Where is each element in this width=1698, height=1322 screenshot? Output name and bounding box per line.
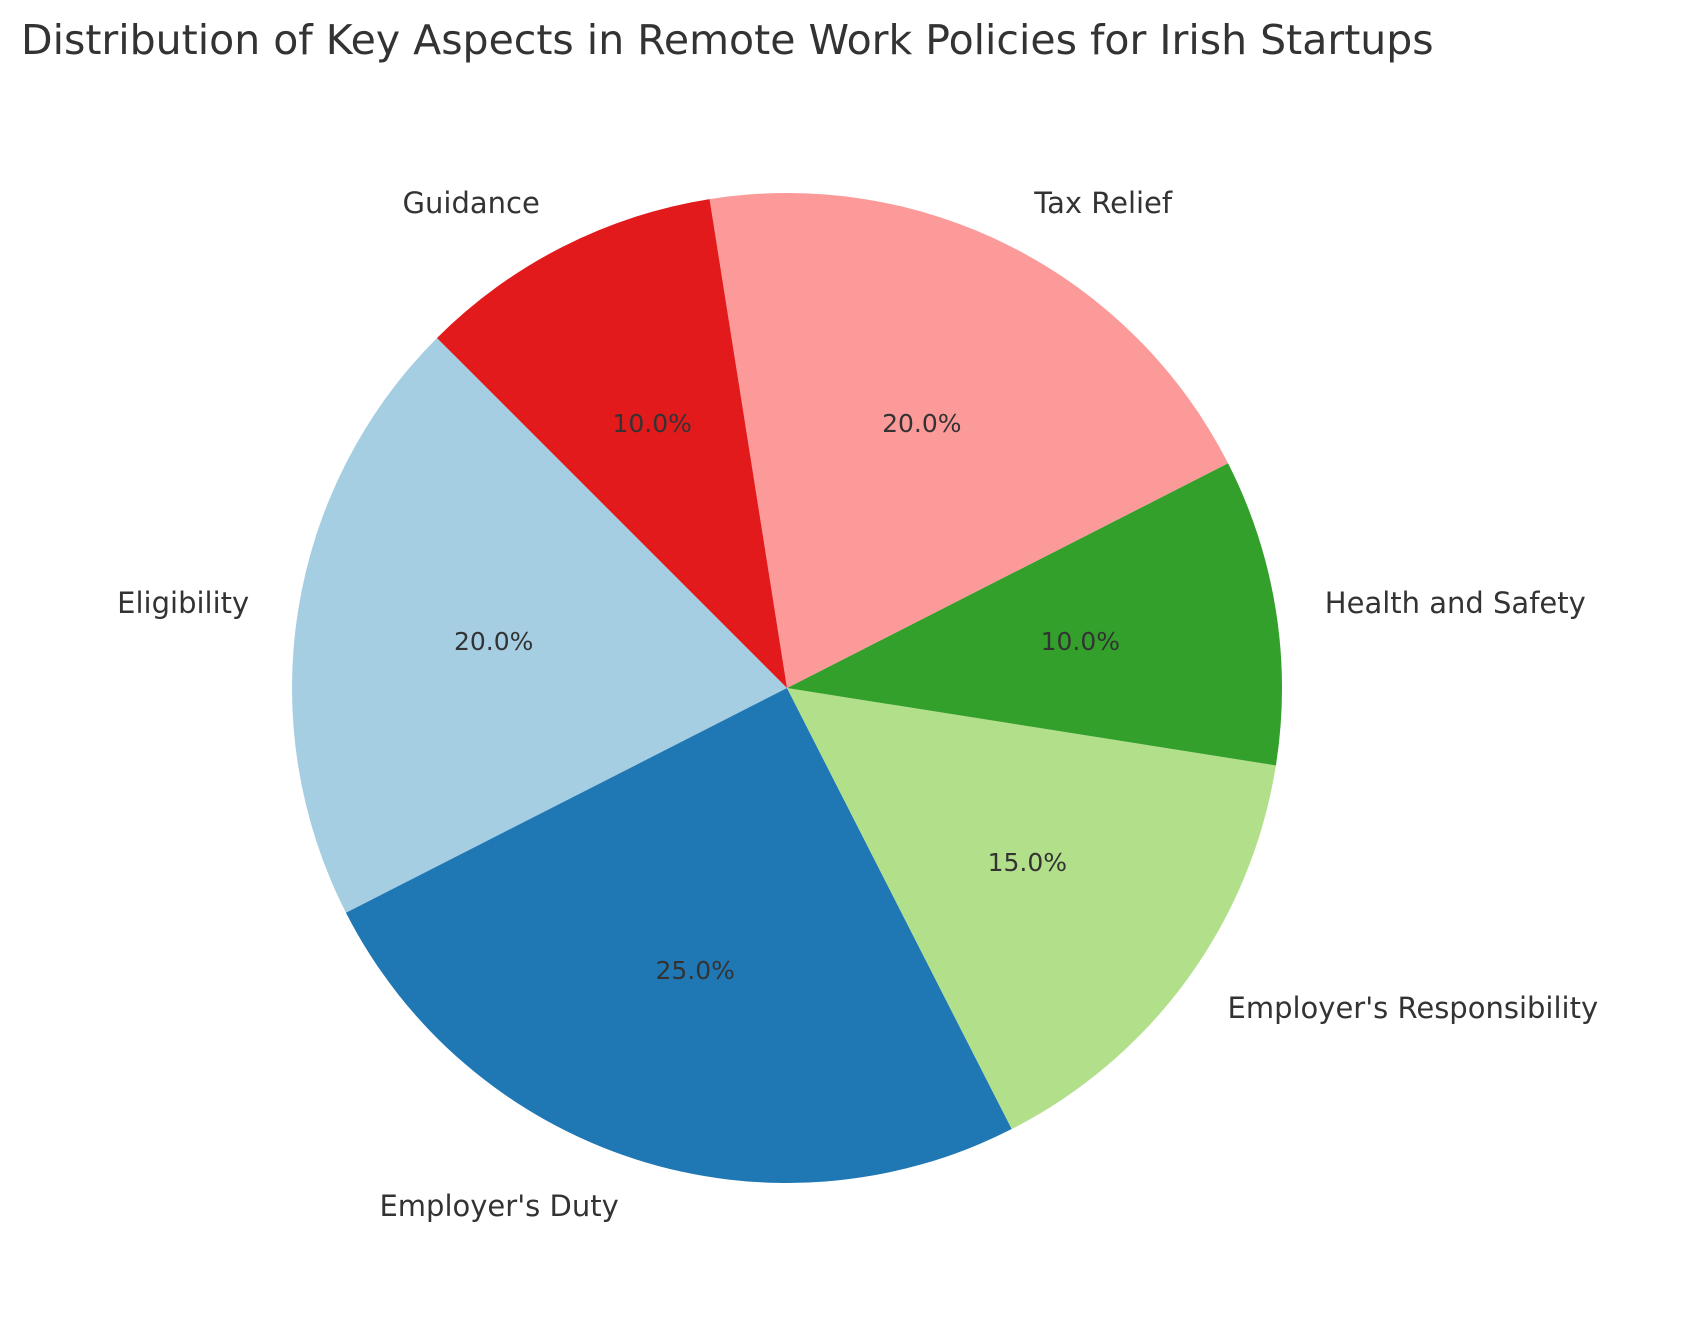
pie-slice-0 <box>291 337 787 913</box>
slice-label-0: Eligibility <box>117 586 249 620</box>
slice-pct-label-1: 25.0% <box>656 956 735 985</box>
pie-slices <box>291 192 1283 1184</box>
slice-label-3: Health and Safety <box>1325 586 1586 620</box>
pie-slice-3 <box>787 463 1283 766</box>
pie-slice-5 <box>436 199 787 688</box>
slice-label-1: Employer's Duty <box>379 1189 618 1223</box>
slice-pct-label-3: 10.0% <box>1041 627 1120 656</box>
slice-label-2: Employer's Responsibility <box>1228 991 1599 1025</box>
pie-slice-4 <box>709 192 1229 689</box>
slice-pct-label-2: 15.0% <box>988 848 1067 877</box>
slice-label-5: Guidance <box>403 186 540 220</box>
slice-label-4: Tax Relief <box>1033 186 1173 220</box>
pie-slice-2 <box>787 688 1276 1130</box>
pie-labels: Eligibility 20.0% Employer's Duty 25.0% Empl… <box>117 186 1598 1223</box>
slice-pct-label-0: 20.0% <box>454 627 533 656</box>
chart-title: Distribution of Key Aspects in Remote Wo… <box>21 16 1434 64</box>
slice-pct-label-5: 10.0% <box>612 409 691 438</box>
slice-pct-label-4: 20.0% <box>882 409 961 438</box>
pie-slice-1 <box>345 688 1012 1184</box>
